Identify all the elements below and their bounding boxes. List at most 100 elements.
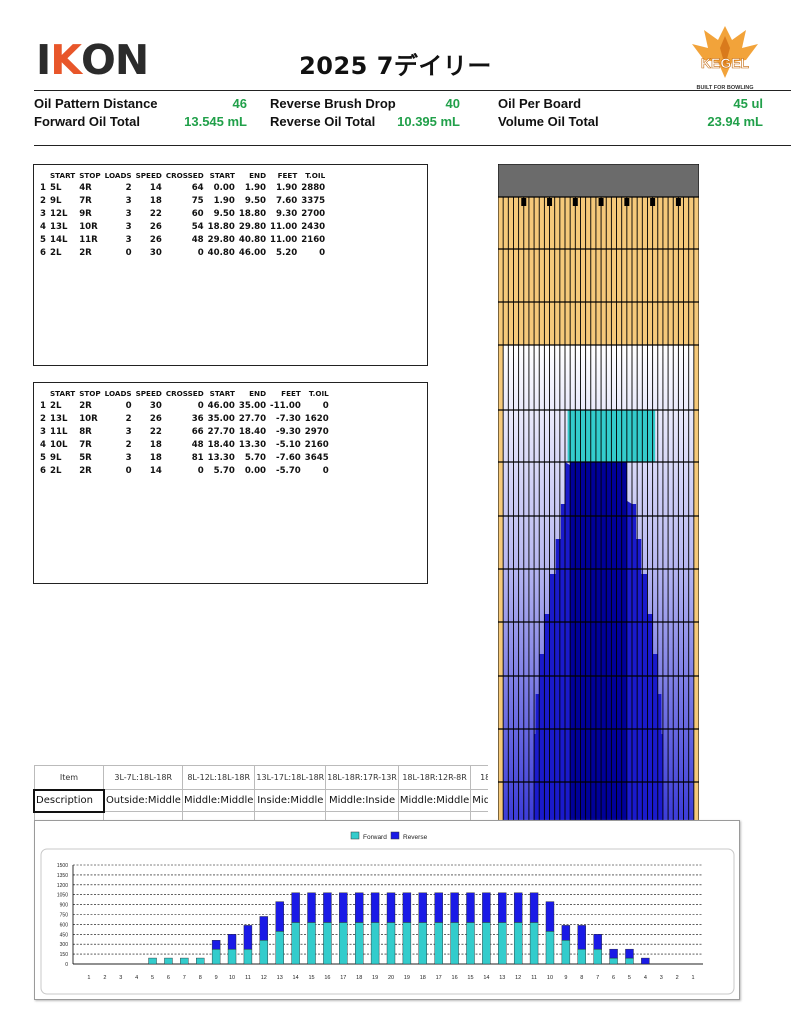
table-cell: 3645 [304, 452, 329, 463]
table-cell: 18.80 [207, 221, 235, 232]
table-cell: 5 [40, 452, 46, 463]
table-cell: 13L [49, 221, 68, 232]
oil-distribution-chart-frame: Forward Reverse 0 150 300 450 600 750 900 1050 120… [34, 820, 740, 1000]
bar-reverse [577, 925, 586, 950]
bar-reverse [386, 892, 396, 923]
y-tick-label: 900 [60, 903, 69, 909]
table-cell: 13L [49, 413, 68, 424]
target-arrow-icon [598, 198, 604, 206]
table-cell: 4R [79, 182, 92, 193]
table-cell: 0 [197, 247, 204, 258]
table-cell: 9R [79, 208, 92, 219]
bar-reverse [625, 948, 634, 959]
table-cell: 26 [149, 413, 162, 424]
table-cell: 0.00 [244, 465, 267, 476]
table-row: 2 13L 10R 2 26 36 35.00 27.70 -7.30 1620 [38, 412, 331, 425]
table-cell: 0 [125, 400, 132, 411]
forward-oil-total-label: Forward Oil Total [34, 114, 140, 129]
x-tick-label: 8 [580, 975, 583, 981]
bar-forward [625, 957, 634, 965]
bar-forward [529, 922, 539, 965]
x-tick-label: 1 [692, 975, 695, 981]
forward-header-row: START STOP LOADS SPEED CROSSED START END FEET T.… [38, 169, 327, 181]
lane-oil-graphic [498, 164, 699, 824]
table-cell: 2 [125, 182, 132, 193]
table-cell: 5.20 [276, 247, 298, 258]
bar-forward [243, 948, 253, 965]
table-cell: -11.00 [270, 400, 301, 411]
table-cell: 12L [49, 208, 68, 219]
column-header: START [49, 170, 76, 180]
bar-forward [259, 940, 269, 965]
table-cell: 46.00 [238, 247, 267, 258]
bar-reverse [545, 901, 555, 932]
table-cell: 36 [191, 413, 204, 424]
table-cell: 35.00 [207, 413, 235, 424]
table-row: 2 9L 7R 3 18 75 1.90 9.50 7.60 3375 [38, 194, 327, 207]
table-cell: 2970 [304, 426, 329, 437]
column-header [38, 387, 48, 399]
table-cell: 9.30 [276, 208, 298, 219]
table-row: 6 2L 2R 0 30 0 40.80 46.00 5.20 0 [38, 246, 327, 259]
x-tick-label: 5 [628, 975, 631, 981]
column-header: T.OIL [305, 170, 326, 180]
table-cell: 2L [49, 247, 62, 258]
bar-forward [609, 957, 618, 965]
table-cell: 5R [79, 452, 92, 463]
table-cell: 30 [149, 247, 162, 258]
table-cell: 0 [197, 400, 204, 411]
table-cell: 5.70 [213, 465, 235, 476]
oil-distribution-chart: Forward Reverse01503004506007509001050120… [40, 831, 735, 995]
table-row: 5 9L 5R 3 18 81 13.30 5.70 -7.60 3645 [38, 451, 331, 464]
bar-forward [593, 948, 602, 965]
table-cell: 0.00 [213, 182, 235, 193]
column-header: FEET [281, 388, 301, 398]
table-cell: 7R [79, 195, 92, 206]
x-tick-label: 2 [676, 975, 679, 981]
table-cell: 0 [125, 247, 132, 258]
table-cell: 18.40 [238, 426, 267, 437]
bar-forward [561, 940, 571, 965]
table-cell: 2R [79, 400, 92, 411]
track-zone-description-row: Description Outside:Middle Middle:Middle In… [33, 788, 488, 813]
volume-oil-total-value: 23.94 mL [707, 114, 763, 129]
column-header: END [249, 388, 267, 398]
bar-forward [148, 957, 157, 965]
table-cell: Middle:Middle [397, 789, 472, 812]
x-tick-label: 7 [183, 975, 186, 981]
table-cell: -9.30 [276, 426, 301, 437]
bar-forward [418, 922, 427, 965]
target-arrow-icon [624, 198, 630, 206]
reverse-steps-panel: START STOP LOADS SPEED CROSSED START END FEET T.… [33, 382, 428, 584]
column-header: START [49, 388, 76, 398]
x-tick-label: 2 [103, 975, 106, 981]
x-tick-label: 16 [324, 975, 330, 981]
table-cell: 18.80 [238, 208, 267, 219]
table-cell: 29.80 [238, 221, 267, 232]
table-cell: 40.80 [207, 247, 235, 258]
table-cell: 10R [79, 413, 98, 424]
oil-per-board-value: 45 ul [733, 96, 763, 111]
x-tick-label: 12 [261, 975, 267, 981]
table-cell: 4 [40, 439, 46, 450]
y-tick-label: 1200 [57, 883, 68, 889]
lane-left-edge [498, 345, 504, 824]
x-tick-label: 19 [404, 975, 410, 981]
table-row: 4 10L 7R 2 18 48 18.40 13.30 -5.10 2160 [38, 438, 331, 451]
table-cell: 2430 [301, 221, 326, 232]
table-cell: 27.70 [207, 426, 235, 437]
bar-reverse [307, 892, 316, 923]
column-header: FEET [277, 170, 298, 180]
table-cell: 26 [149, 234, 162, 245]
x-tick-label: 18 [420, 975, 426, 981]
table-cell: 2160 [304, 439, 329, 450]
table-cell: 3375 [301, 195, 326, 206]
bar-reverse [243, 925, 253, 950]
x-tick-label: 4 [135, 975, 138, 981]
table-cell: 3 [40, 426, 46, 437]
table-cell: -5.70 [276, 465, 301, 476]
table-cell: 48 [191, 439, 204, 450]
table-cell: 8L-12L:18L-18R [181, 765, 256, 790]
table-cell: 3 [125, 195, 132, 206]
x-tick-label: 3 [119, 975, 122, 981]
